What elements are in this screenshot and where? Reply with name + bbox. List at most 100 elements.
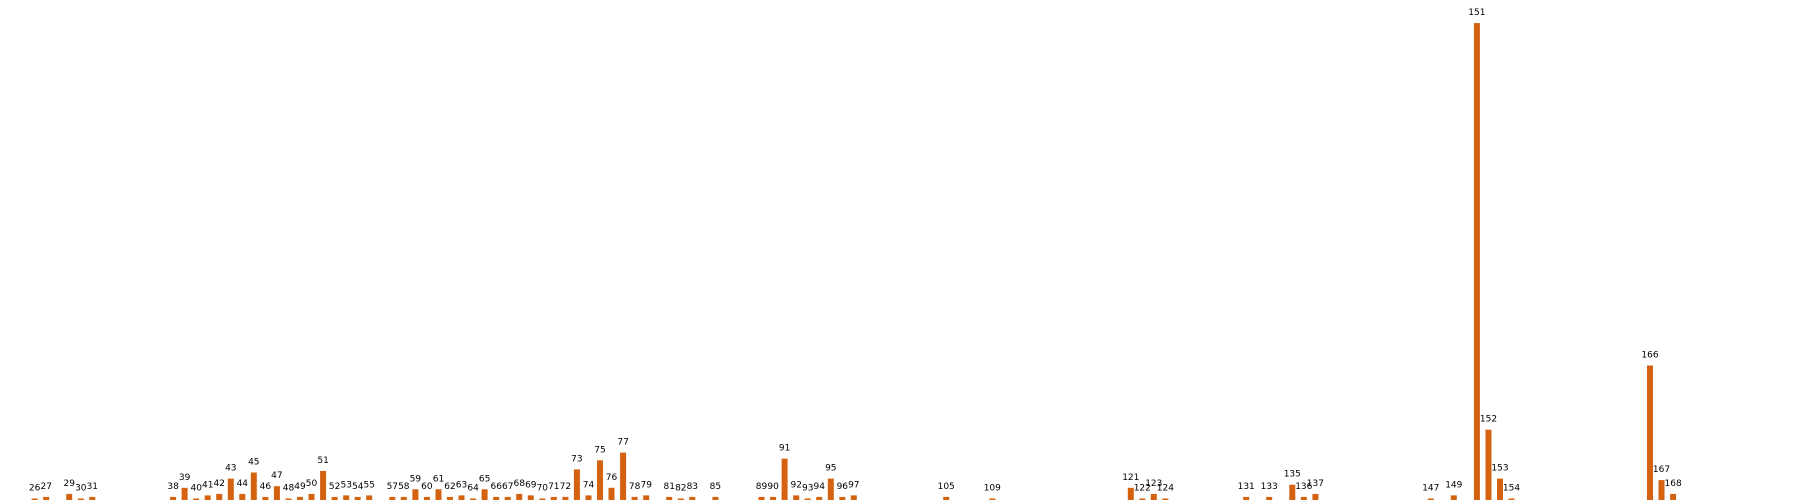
bar-73	[573, 469, 580, 500]
bar-97	[850, 495, 857, 500]
bar-44	[239, 493, 246, 500]
bar-153	[1497, 478, 1503, 500]
data-label-90: 90	[767, 482, 779, 492]
data-label-124: 124	[1157, 484, 1174, 494]
data-label-93: 93	[802, 484, 813, 494]
data-label-38: 38	[167, 482, 179, 492]
bar-90	[770, 496, 777, 500]
data-label-45: 45	[248, 458, 259, 468]
data-label-121: 121	[1122, 473, 1139, 483]
bar-70	[539, 498, 546, 500]
bar-49	[297, 496, 303, 500]
data-label-55: 55	[363, 480, 374, 490]
data-label-95: 95	[825, 464, 836, 474]
data-label-122: 122	[1134, 484, 1151, 494]
data-label-29: 29	[63, 479, 75, 489]
data-label-40: 40	[190, 484, 202, 494]
bar-61	[435, 489, 442, 500]
data-label-91: 91	[779, 444, 790, 454]
bar-39	[181, 487, 188, 500]
data-label-52: 52	[329, 482, 340, 492]
data-label-61: 61	[433, 474, 444, 484]
data-label-151: 151	[1468, 8, 1485, 18]
bar-27	[43, 496, 50, 500]
bar-85	[712, 496, 719, 500]
data-label-85: 85	[710, 482, 721, 492]
bar-67	[504, 496, 511, 500]
data-label-50: 50	[306, 479, 318, 489]
bar-63	[458, 495, 465, 500]
bar-54	[354, 496, 361, 500]
bar-83	[689, 496, 696, 500]
bar-167	[1658, 480, 1665, 500]
bar-29	[66, 493, 73, 500]
bar-151	[1473, 23, 1480, 500]
bar-82	[677, 498, 684, 500]
bar-57	[389, 496, 396, 500]
data-label-64: 64	[467, 484, 479, 494]
data-label-66: 66	[490, 482, 502, 492]
data-label-31: 31	[87, 482, 98, 492]
bar-123	[1150, 493, 1157, 500]
data-label-81: 81	[663, 482, 674, 492]
bar-154	[1508, 498, 1515, 500]
data-label-44: 44	[237, 479, 249, 489]
data-label-123: 123	[1145, 479, 1162, 489]
bar-77	[620, 452, 627, 500]
data-label-109: 109	[984, 484, 1001, 494]
data-label-46: 46	[260, 482, 272, 492]
data-label-105: 105	[938, 482, 955, 492]
data-label-96: 96	[837, 482, 849, 492]
bar-31	[89, 496, 96, 500]
bars-group	[31, 23, 1677, 500]
bar-133	[1266, 496, 1273, 500]
data-label-97: 97	[848, 480, 859, 490]
data-label-59: 59	[410, 474, 422, 484]
data-label-137: 137	[1307, 479, 1324, 489]
data-label-133: 133	[1261, 482, 1278, 492]
bar-66	[493, 496, 500, 500]
bar-43	[227, 478, 234, 500]
data-label-62: 62	[444, 482, 455, 492]
data-label-77: 77	[617, 438, 628, 448]
bar-95	[827, 478, 834, 500]
bar-71	[550, 496, 557, 500]
bar-59	[412, 489, 419, 500]
bar-68	[516, 493, 523, 500]
bar-149	[1450, 495, 1457, 500]
bar-74	[585, 495, 592, 500]
bar-60	[423, 496, 430, 500]
bar-135	[1289, 484, 1296, 500]
bar-72	[562, 496, 569, 500]
data-label-167: 167	[1653, 465, 1670, 475]
data-label-57: 57	[387, 482, 398, 492]
bar-42	[216, 493, 223, 500]
bar-89	[758, 496, 765, 500]
bar-96	[839, 496, 846, 500]
bar-147	[1427, 498, 1434, 500]
data-label-53: 53	[340, 480, 351, 490]
bar-62	[447, 496, 453, 500]
bar-166	[1647, 365, 1653, 500]
bar-48	[285, 498, 292, 500]
bar-91	[781, 458, 788, 500]
data-label-71: 71	[548, 482, 559, 492]
data-label-51: 51	[317, 456, 328, 466]
data-label-74: 74	[583, 480, 595, 490]
bar-69	[527, 495, 534, 500]
bar-53	[343, 495, 350, 500]
data-label-72: 72	[560, 482, 571, 492]
bar-79	[643, 495, 650, 500]
data-label-67: 67	[502, 482, 513, 492]
data-label-30: 30	[75, 484, 87, 494]
data-label-131: 131	[1238, 482, 1255, 492]
data-label-154: 154	[1503, 484, 1520, 494]
bar-122	[1139, 498, 1146, 500]
data-label-26: 26	[29, 484, 41, 494]
bar-137	[1312, 493, 1319, 500]
data-label-92: 92	[790, 480, 801, 490]
data-label-48: 48	[283, 484, 295, 494]
data-label-27: 27	[40, 482, 51, 492]
